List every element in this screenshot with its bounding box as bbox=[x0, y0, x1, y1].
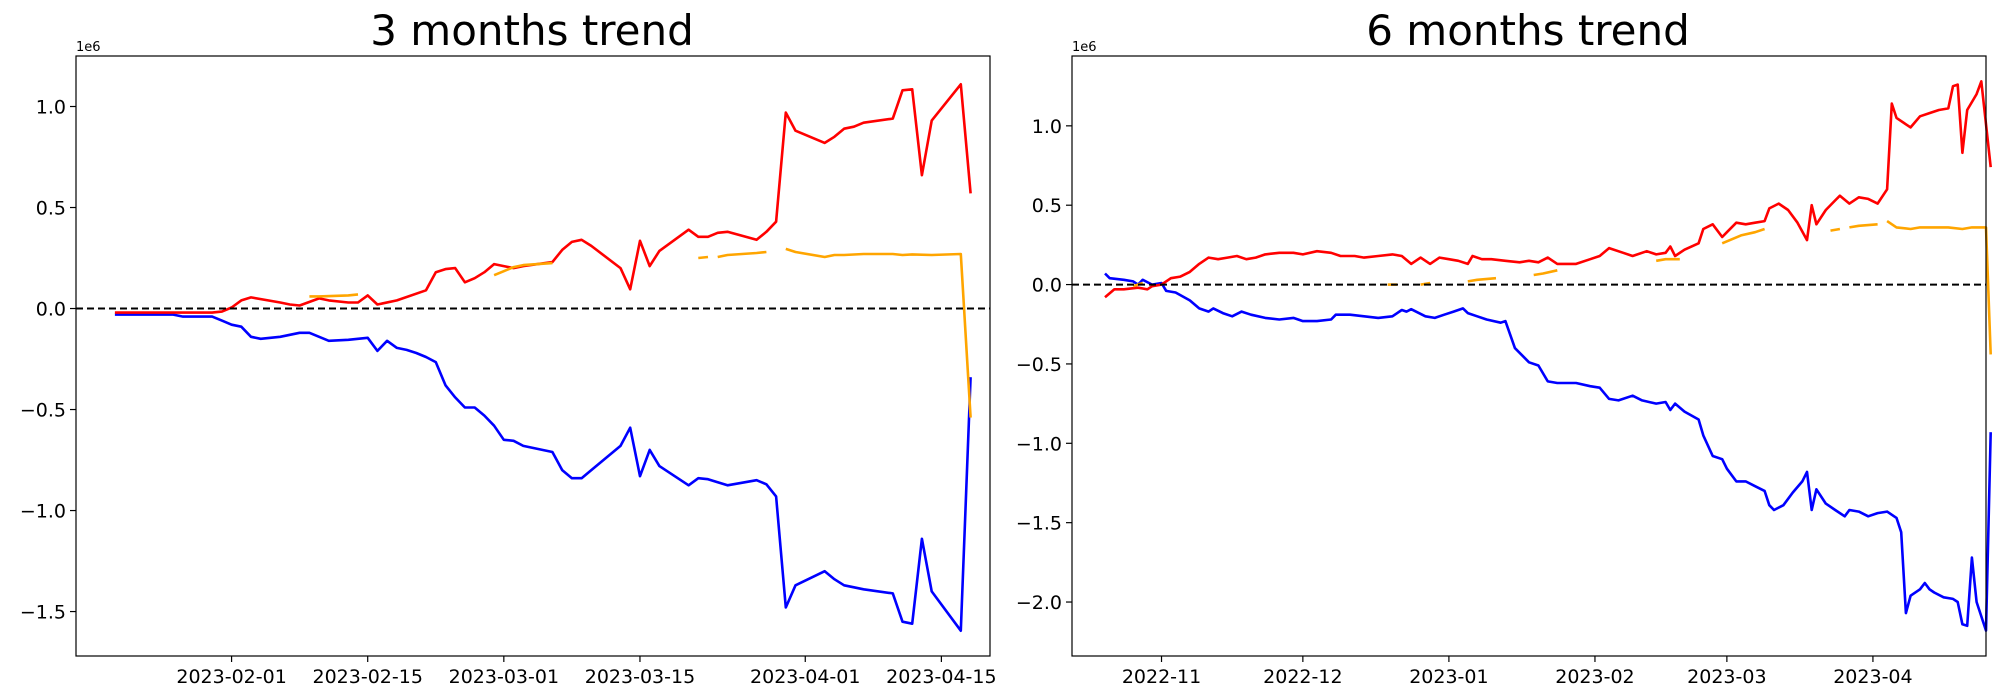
series-0 bbox=[1104, 272, 1992, 632]
series-line bbox=[785, 247, 972, 418]
series-line bbox=[1830, 227, 1841, 232]
x-tick-label: 2023-02-01 bbox=[176, 666, 286, 688]
y-tick-label: −2.0 bbox=[1016, 592, 1062, 614]
y-tick-label: 0.5 bbox=[1032, 195, 1062, 217]
x-axis: 2022-11 2022-12 2023-01 2023-02 2023-03 2023-… bbox=[1122, 656, 1913, 688]
x-tick-label: 2023-02-15 bbox=[312, 666, 422, 688]
series-2 bbox=[1132, 220, 1992, 355]
y-tick-label: −1.0 bbox=[20, 501, 66, 523]
x-tick-label: 2022-12 bbox=[1263, 666, 1342, 688]
series-1 bbox=[1104, 80, 1992, 299]
series-line bbox=[1132, 281, 1144, 288]
chart-title: 6 months trend bbox=[1366, 6, 1690, 55]
chart-title: 3 months trend bbox=[370, 6, 694, 55]
y-tick-label: −0.5 bbox=[20, 400, 66, 422]
series-layer bbox=[1104, 80, 1992, 632]
series-line bbox=[1104, 80, 1992, 299]
y-tick-label: 1.0 bbox=[36, 97, 66, 119]
plot-frame bbox=[1071, 55, 1987, 657]
y-tick-label: −1.5 bbox=[20, 602, 66, 624]
x-tick-label: 2023-04-01 bbox=[750, 666, 860, 688]
x-tick-label: 2023-04 bbox=[1833, 666, 1912, 688]
series-line bbox=[309, 293, 359, 298]
y-tick-label: 0.0 bbox=[36, 299, 66, 321]
x-tick-label: 2022-11 bbox=[1122, 666, 1201, 688]
x-axis: 2023-02-01 2023-02-15 2023-03-01 2023-03-15… bbox=[176, 656, 997, 688]
series-line bbox=[1849, 223, 1878, 229]
y-axis: −1.5 −1.0 −0.5 0.0 0.5 1.0 bbox=[20, 97, 76, 624]
series-line bbox=[1533, 269, 1558, 277]
series-line bbox=[1104, 272, 1992, 632]
series-line bbox=[114, 313, 972, 633]
series-2 bbox=[309, 247, 972, 418]
y-axis: −2.0 −1.5 −1.0 −0.5 0.0 0.5 1.0 bbox=[1016, 116, 1072, 614]
x-tick-label: 2023-04-15 bbox=[886, 666, 996, 688]
series-line bbox=[1886, 220, 1992, 355]
series-line bbox=[1721, 227, 1766, 245]
chart-3-months: 3 months trend 1e6 2023-02-01 2023-02-15 2… bbox=[20, 6, 997, 688]
y-tick-label: 0.0 bbox=[1032, 275, 1062, 297]
y-tick-label: −1.0 bbox=[1016, 433, 1062, 455]
x-tick-label: 2023-01 bbox=[1409, 666, 1488, 688]
series-line bbox=[717, 250, 767, 259]
y-tick-label: 0.5 bbox=[36, 198, 66, 220]
y-tick-label: −0.5 bbox=[1016, 354, 1062, 376]
series-0 bbox=[114, 313, 972, 633]
plot-frame bbox=[75, 55, 991, 657]
series-line bbox=[698, 255, 709, 260]
x-tick-label: 2023-03 bbox=[1687, 666, 1766, 688]
x-tick-label: 2023-02 bbox=[1555, 666, 1634, 688]
series-line bbox=[114, 83, 972, 314]
series-line bbox=[1467, 276, 1497, 283]
chart-6-months: 6 months trend 1e6 2022-11 2022-12 2023-01… bbox=[1016, 6, 1992, 688]
series-layer bbox=[114, 83, 972, 633]
x-tick-label: 2023-03-15 bbox=[585, 666, 695, 688]
y-offset-label: 1e6 bbox=[1072, 40, 1097, 55]
y-tick-label: 1.0 bbox=[1032, 116, 1062, 138]
y-offset-label: 1e6 bbox=[76, 40, 101, 55]
series-line bbox=[493, 261, 553, 277]
y-tick-label: −1.5 bbox=[1016, 513, 1062, 535]
series-1 bbox=[114, 83, 972, 314]
series-line bbox=[1655, 257, 1680, 263]
x-tick-label: 2023-03-01 bbox=[449, 666, 559, 688]
